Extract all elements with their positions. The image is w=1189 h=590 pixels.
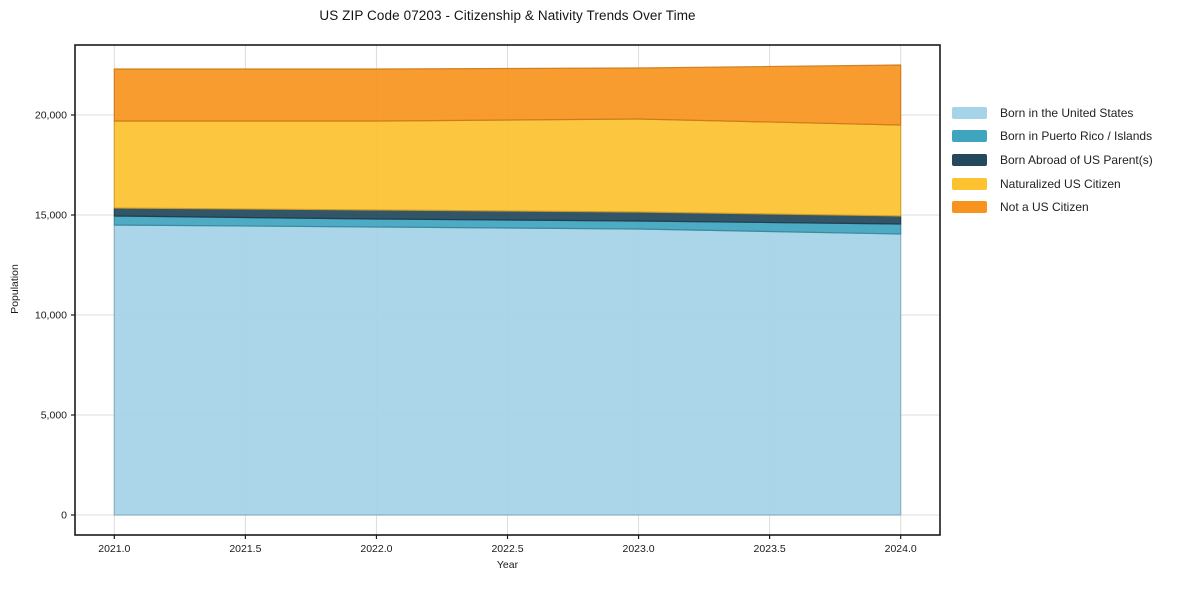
y-axis-label: Population <box>9 264 21 314</box>
legend-swatch-naturalized <box>952 177 987 190</box>
legend-swatch-puerto-rico <box>952 130 987 143</box>
legend-swatch-born-us <box>952 106 987 119</box>
x-tick-label: 2023.0 <box>622 543 654 555</box>
x-axis-label: Year <box>496 559 519 571</box>
legend-item: Naturalized US Citizen <box>952 172 1153 196</box>
x-tick-label: 2021.5 <box>229 543 261 555</box>
legend-label: Not a US Citizen <box>1000 200 1089 215</box>
x-tick-label: 2024.0 <box>885 543 917 555</box>
legend-label: Born in Puerto Rico / Islands <box>1000 129 1153 144</box>
y-tick-label: 15,000 <box>35 210 67 222</box>
axis-ticks <box>71 114 902 539</box>
y-tick-label: 5,000 <box>41 410 67 422</box>
legend-label: Born Abroad of US Parent(s) <box>1000 152 1153 167</box>
area-series-0 <box>113 224 902 516</box>
legend-swatch-born-abroad <box>952 153 987 166</box>
area-series-4 <box>113 64 902 126</box>
legend-swatch-not-citizen <box>952 201 987 214</box>
legend-item: Born in the United States <box>952 101 1153 125</box>
legend-item: Born Abroad of US Parent(s) <box>952 148 1153 172</box>
area-series-3 <box>113 118 902 217</box>
y-tick-label: 20,000 <box>35 110 67 122</box>
stacked-areas <box>113 64 902 516</box>
x-tick-label: 2021.0 <box>98 543 130 555</box>
x-tick-label: 2023.5 <box>754 543 786 555</box>
legend-label: Naturalized US Citizen <box>1000 176 1121 191</box>
y-tick-label: 10,000 <box>35 310 67 322</box>
legend-label: Born in the United States <box>1000 105 1134 120</box>
x-tick-label: 2022.5 <box>491 543 523 555</box>
chart-title: US ZIP Code 07203 - Citizenship & Nativi… <box>319 8 696 23</box>
legend-item: Not a US Citizen <box>952 195 1153 219</box>
legend: Born in the United States Born in Puerto… <box>952 101 1153 219</box>
x-tick-label: 2022.0 <box>360 543 392 555</box>
legend-item: Born in Puerto Rico / Islands <box>952 125 1153 149</box>
y-tick-label: 0 <box>61 510 67 522</box>
tick-labels: 2021.0 2021.5 2022.0 2022.5 2023.0 2023.5 2024… <box>35 110 917 556</box>
